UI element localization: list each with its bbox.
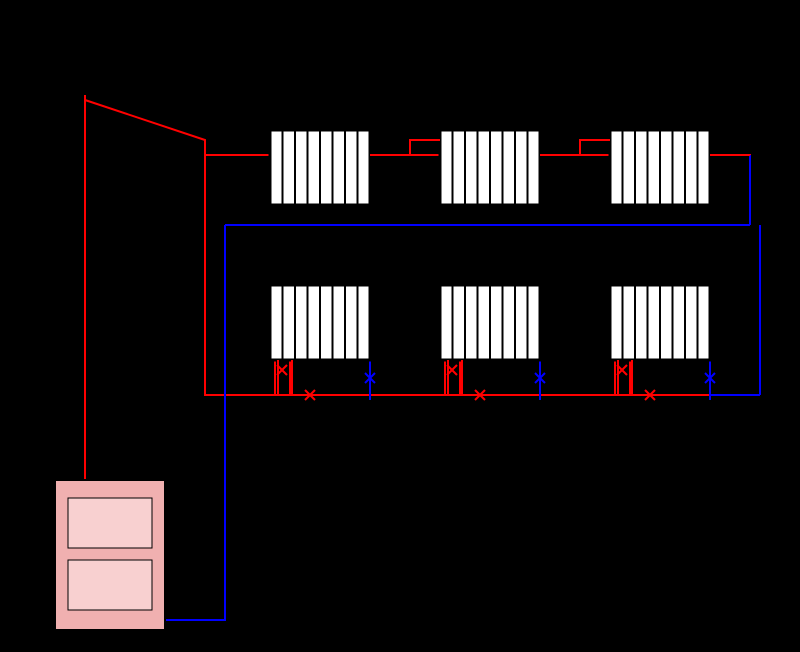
radiator-top-1 [440,130,540,205]
radiator-bottom-1 [440,285,540,360]
radiator-bottom-0 [270,285,370,360]
heating-schematic [0,0,800,652]
radiator-top-0 [270,130,370,205]
boiler-panel-top [68,498,152,548]
boiler-panel-bottom [68,560,152,610]
radiator-bottom-2 [610,285,710,360]
radiator-top-2 [610,130,710,205]
